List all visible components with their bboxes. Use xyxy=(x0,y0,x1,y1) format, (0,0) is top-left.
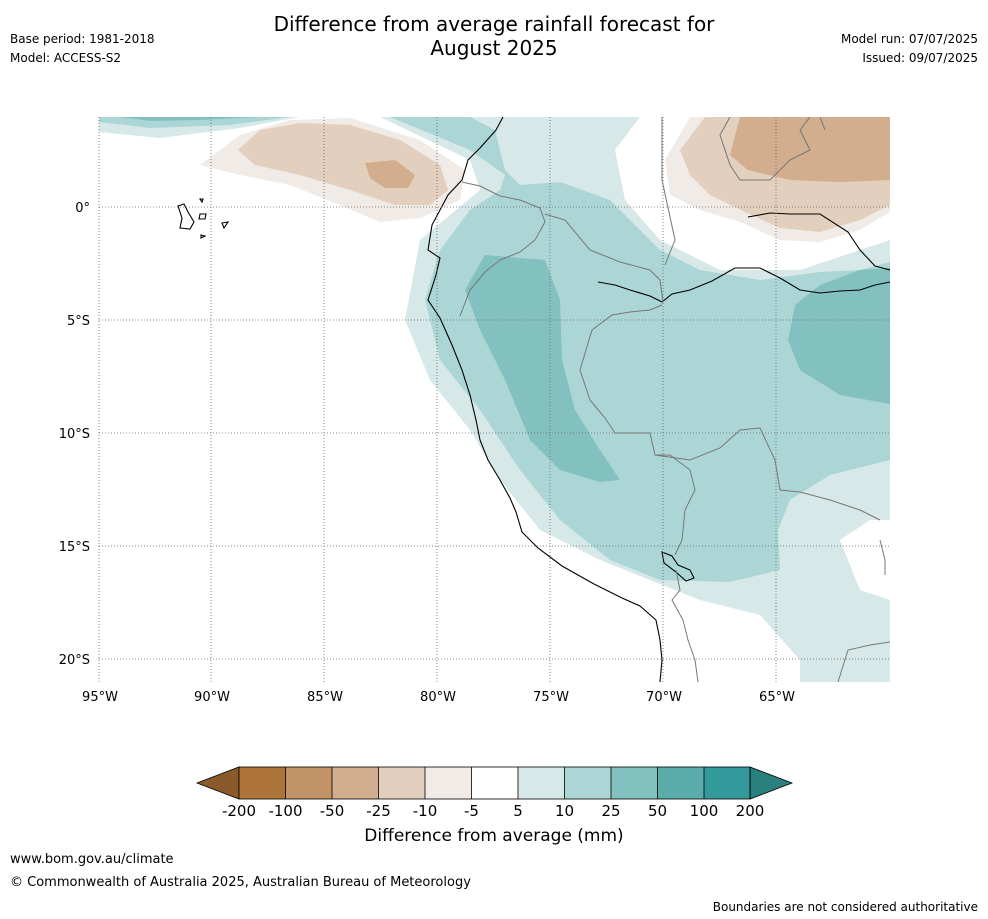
colorbar-tick: 25 xyxy=(601,802,620,820)
colorbar-extend-high xyxy=(749,766,794,800)
lon-label-95w: 95°W xyxy=(82,690,118,705)
colorbar-bin-4 xyxy=(378,767,425,799)
anomaly-contour-25-50-west xyxy=(465,255,620,482)
colorbar: -200 -100 -50 -25 -10 -5 5 10 25 50 100 … xyxy=(195,766,794,820)
model-run: Model run: 07/07/2025 xyxy=(840,32,978,46)
colorbar-bin-3 xyxy=(332,767,379,799)
colorbar-bin-9 xyxy=(611,767,658,799)
colorbar-bin-5 xyxy=(425,767,472,799)
amazon-estuary xyxy=(747,212,890,271)
lon-labels: 95°W 90°W 85°W 80°W 75°W 70°W 65°W xyxy=(82,690,795,705)
colorbar-tick: -50 xyxy=(320,802,345,820)
lon-label-85w: 85°W xyxy=(307,690,343,705)
meta-left: Base period: 1981-2018 Model: ACCESS-S2 xyxy=(10,31,155,66)
lat-label-20s: 20°S xyxy=(59,653,90,668)
title-line-2: August 2025 xyxy=(430,36,558,60)
lon-label-70w: 70°W xyxy=(646,690,682,705)
colorbar-dividers xyxy=(285,767,705,799)
colorbar-outline xyxy=(238,766,751,800)
colorbar-title: Difference from average (mm) xyxy=(364,826,624,846)
footer-url[interactable]: www.bom.gov.au/climate xyxy=(10,852,174,867)
colorbar-bin-7 xyxy=(518,767,565,799)
colorbar-tick: 100 xyxy=(690,802,719,820)
colorbar-bin-11 xyxy=(704,767,750,799)
lat-label-0: 0° xyxy=(75,201,90,216)
galapagos-islands xyxy=(177,198,230,239)
colorbar-tick: 10 xyxy=(555,802,574,820)
issued-date: Issued: 09/07/2025 xyxy=(862,51,978,65)
anomaly-contour-25-50-east xyxy=(788,268,890,404)
gridlines xyxy=(98,117,890,682)
colorbar-bin-8 xyxy=(564,767,611,799)
colorbar-tick: -25 xyxy=(366,802,391,820)
colorbar-ticks: -200 -100 -50 -25 -10 -5 5 10 25 50 100 … xyxy=(222,802,764,820)
titicaca-lake xyxy=(661,551,695,582)
anomaly-contour-neg25-neg50-west xyxy=(365,160,415,188)
colorbar-tick: 5 xyxy=(513,802,523,820)
anomaly-contour-25-50-north xyxy=(120,117,260,121)
map-title: Difference from average rainfall forecas… xyxy=(0,12,988,60)
colorbar-tick: -100 xyxy=(268,802,302,820)
colorbar-tick: -200 xyxy=(222,802,256,820)
amazon-river xyxy=(597,267,890,303)
anomaly-contour-10-25 xyxy=(390,117,890,582)
colorbar-bin-6 xyxy=(471,767,518,799)
country-borders xyxy=(459,117,890,682)
lat-label-15s: 15°S xyxy=(59,540,90,555)
title-line-1: Difference from average rainfall forecas… xyxy=(273,12,715,36)
colorbar-tick: 200 xyxy=(736,802,765,820)
colorbar-tick: -5 xyxy=(464,802,479,820)
meta-right: Model run: 07/07/2025 Issued: 09/07/2025 xyxy=(841,31,978,66)
colorbar-bin-2 xyxy=(285,767,332,799)
colorbar-tick: 50 xyxy=(648,802,667,820)
lat-labels: 0° 5°S 10°S 15°S 20°S xyxy=(59,201,90,668)
footer-copyright: © Commonwealth of Australia 2025, Austra… xyxy=(10,875,471,890)
colorbar-bin-10 xyxy=(657,767,704,799)
lon-label-75w: 75°W xyxy=(533,690,569,705)
lon-label-80w: 80°W xyxy=(420,690,456,705)
model-name: Model: ACCESS-S2 xyxy=(10,51,122,65)
colorbar-bin-1 xyxy=(239,767,286,799)
lat-label-5s: 5°S xyxy=(67,314,90,329)
map-frame xyxy=(99,117,890,682)
coastline xyxy=(427,117,663,682)
footer-disclaimer: Boundaries are not considered authoritat… xyxy=(712,900,978,914)
lon-label-90w: 90°W xyxy=(194,690,230,705)
lat-label-10s: 10°S xyxy=(59,427,90,442)
base-period: Base period: 1981-2018 xyxy=(10,32,155,46)
colorbar-extend-low xyxy=(195,766,240,800)
lon-label-65w: 65°W xyxy=(759,690,795,705)
colorbar-tick: -10 xyxy=(413,802,438,820)
